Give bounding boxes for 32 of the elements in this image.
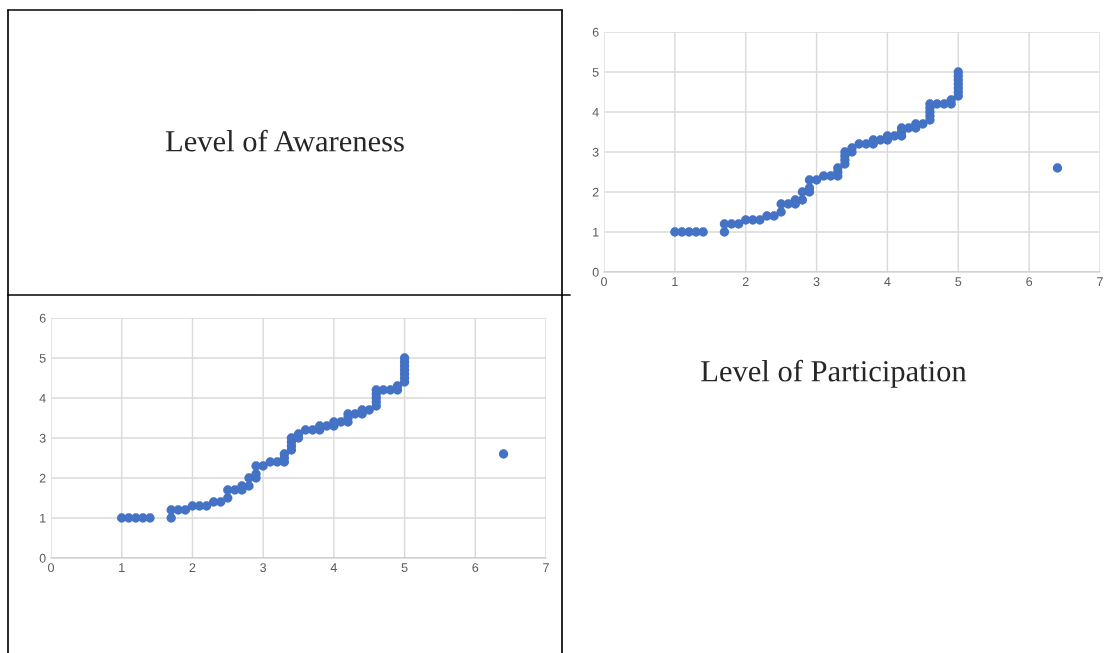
- x-tick-label: 0: [48, 563, 54, 573]
- y-tick-label: 3: [592, 147, 599, 157]
- x-tick-label: 6: [472, 563, 479, 573]
- x-tick-label: 0: [601, 277, 607, 287]
- text: Level of Awareness: [165, 129, 404, 152]
- x-tick-label: 4: [330, 563, 337, 572]
- y-tick-label: 6: [39, 313, 46, 323]
- x-tick-label: 3: [260, 563, 267, 573]
- x-tick-label: 1: [672, 277, 678, 286]
- x-tick-label: 5: [955, 277, 962, 287]
- y-tick-label: 4: [39, 393, 46, 403]
- x-tick-label: 7: [1097, 277, 1103, 286]
- x-tick-label: 6: [1026, 277, 1033, 287]
- y-tick-label: 2: [592, 187, 599, 197]
- y-tick-label: 6: [592, 27, 599, 37]
- y-tick-label: 5: [592, 67, 599, 77]
- y-tick-label: 4: [592, 107, 599, 117]
- x-tick-label: 2: [742, 277, 749, 286]
- y-tick-label: 2: [39, 473, 46, 483]
- x-tick-label: 1: [119, 563, 125, 572]
- x-tick-label: 2: [189, 563, 196, 572]
- y-tick-label: 0: [39, 553, 46, 563]
- x-tick-label: 7: [543, 563, 549, 572]
- y-tick-label: 5: [39, 353, 46, 363]
- y-tick-label: 0: [592, 267, 599, 277]
- y-tick-label: 1: [40, 513, 46, 523]
- x-tick-label: 4: [884, 277, 891, 286]
- x-tick-label: 3: [813, 277, 820, 287]
- y-tick-label: 3: [39, 433, 46, 443]
- text: Level of Participation: [701, 359, 967, 388]
- y-tick-label: 1: [593, 227, 599, 237]
- x-tick-label: 5: [401, 563, 408, 573]
